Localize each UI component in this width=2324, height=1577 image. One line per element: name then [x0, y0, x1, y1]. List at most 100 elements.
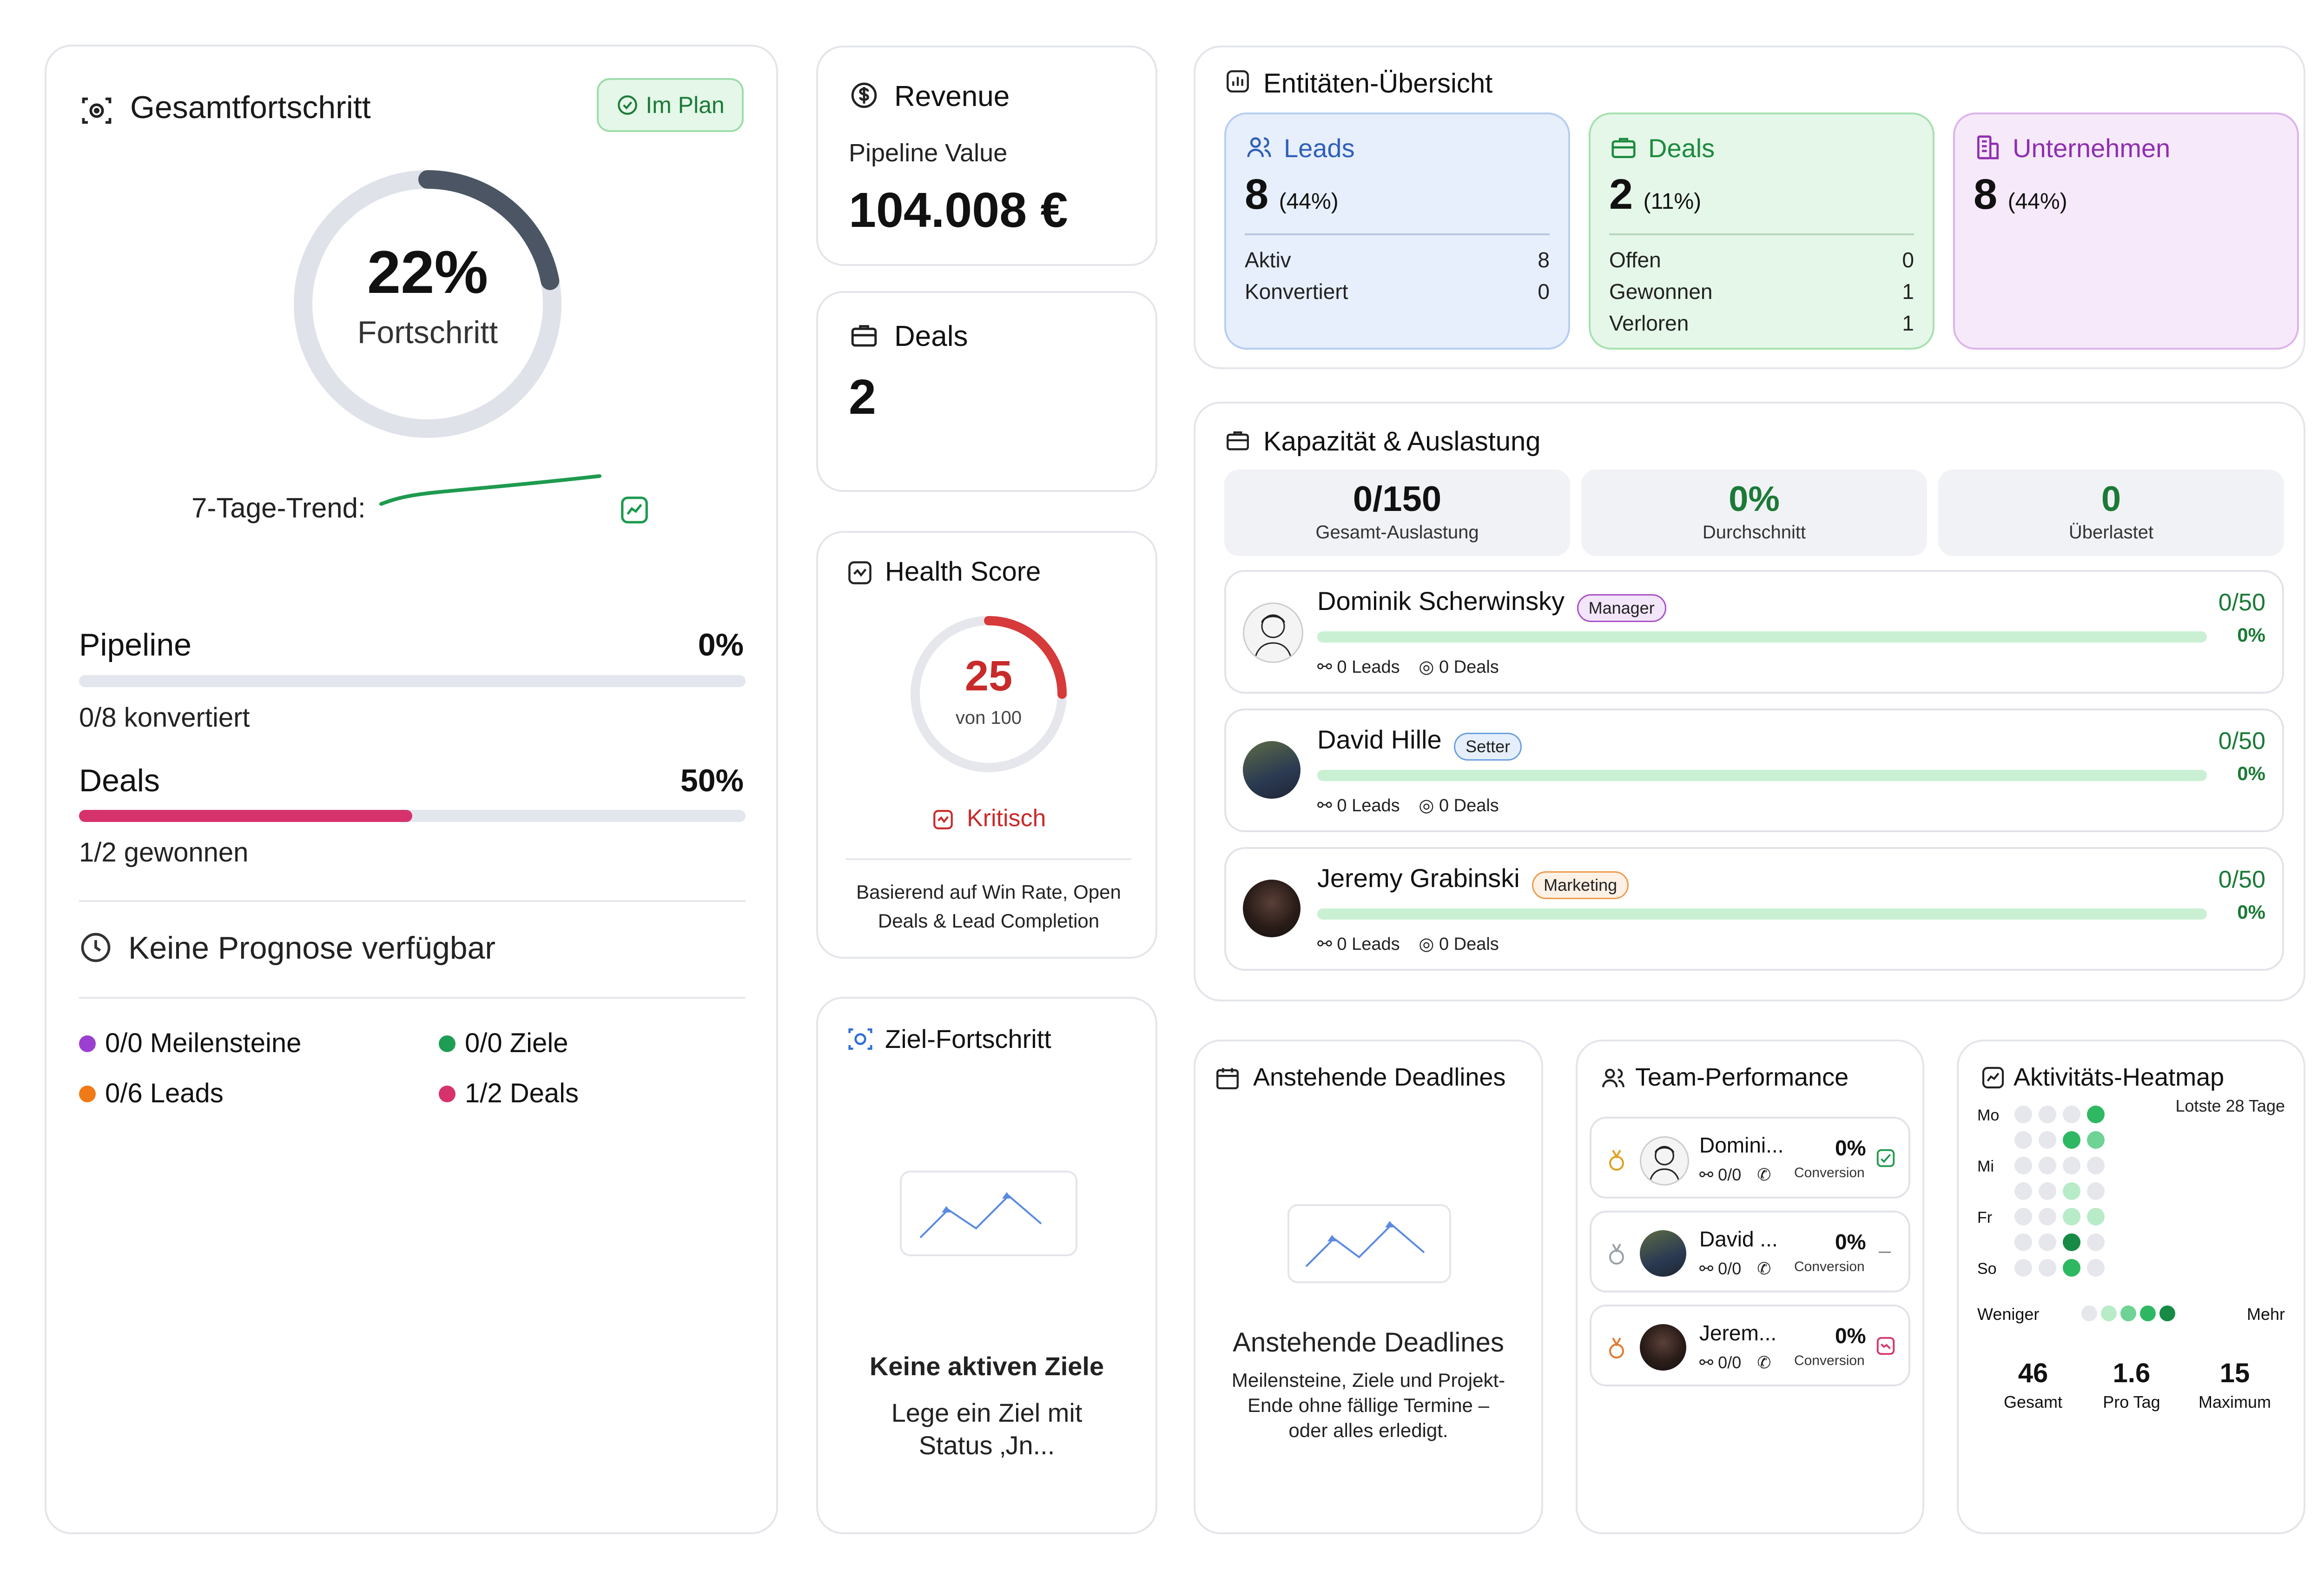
- member-stats: ⚯ 0 Leads ◎ 0 Deals: [1317, 796, 1499, 815]
- revenue-label: Pipeline Value: [849, 139, 1008, 167]
- team-member-pct: 0%: [1835, 1230, 1866, 1254]
- heatmap-cell[interactable]: [2087, 1157, 2105, 1174]
- avatar: [1243, 741, 1301, 799]
- revenue-title: Revenue: [894, 80, 1010, 113]
- activity-icon: [1982, 1067, 2004, 1089]
- heatmap-cell[interactable]: [2014, 1131, 2032, 1149]
- heatmap-cell[interactable]: [2039, 1208, 2056, 1226]
- capacity-member[interactable]: David Hille Setter 0/50 0% ⚯ 0 Leads ◎ 0…: [1224, 709, 2284, 832]
- heatmap-cell[interactable]: [2087, 1208, 2105, 1226]
- deals-card-value: 2: [849, 370, 876, 424]
- kpi-label: Überlastet: [2068, 522, 2154, 543]
- progress-subtitle: Fortschritt: [357, 315, 498, 350]
- heatmap-cell[interactable]: [2039, 1182, 2056, 1200]
- entity-companies[interactable]: Unternehmen 8 (44%): [1953, 113, 2299, 350]
- heatmap-cell[interactable]: [2039, 1157, 2056, 1174]
- trend-up-icon: [1876, 1149, 1895, 1167]
- divider: [846, 858, 1131, 860]
- trend-up-icon[interactable]: [618, 494, 651, 526]
- alert-icon: [933, 810, 953, 830]
- heatmap-cell[interactable]: [2063, 1157, 2080, 1174]
- capacity-member[interactable]: Jeremy Grabinski Marketing 0/50 0% ⚯ 0 L…: [1224, 847, 2284, 971]
- avatar: [1640, 1136, 1689, 1186]
- forecast-text: Keine Prognose verfügbar: [128, 930, 496, 966]
- goals-empty-illustration: [900, 1171, 1077, 1256]
- capacity-member[interactable]: Dominik Scherwinsky Manager 0/50 0% ⚯ 0 …: [1224, 570, 2284, 694]
- heatmap-cell[interactable]: [2014, 1259, 2032, 1277]
- target-icon: ◎: [1419, 796, 1434, 815]
- heatmap-cell[interactable]: [2014, 1106, 2032, 1123]
- team-member[interactable]: David ... ⚯ 0/0 ✆ 0% Conversion: [1590, 1211, 1910, 1292]
- divider: [79, 997, 746, 999]
- team-member-ratio: ⚯ 0/0 ✆: [1699, 1165, 1771, 1184]
- heatmap-cell[interactable]: [2087, 1131, 2105, 1149]
- member-name: Dominik Scherwinsky: [1317, 586, 1565, 616]
- status-badge-label: Im Plan: [646, 92, 725, 118]
- health-title: Health Score: [885, 557, 1041, 587]
- trend-label: 7-Tage-Trend:: [191, 492, 366, 523]
- team-member-conv: Conversion: [1794, 1259, 1865, 1274]
- progress-title: Gesamtfortschritt: [130, 90, 371, 125]
- avatar: [1640, 1230, 1686, 1277]
- heatmap-cell[interactable]: [2039, 1233, 2056, 1251]
- kpi-total: 0/150 Gesamt-Auslastung: [1224, 470, 1570, 556]
- heatmap-day: Mi: [1977, 1158, 1994, 1175]
- health-status: Kritisch: [906, 804, 1071, 832]
- entity-share: (44%): [2007, 189, 2067, 214]
- heatmap-cell[interactable]: [2063, 1233, 2080, 1251]
- goals-title: Ziel-Fortschritt: [885, 1024, 1051, 1054]
- revenue-value: 104.008 €: [849, 183, 1068, 238]
- heatmap-cell[interactable]: [2014, 1208, 2032, 1226]
- entity-leads[interactable]: Leads 8 (44%) Aktiv 8 Konvertiert 0: [1224, 113, 1570, 350]
- heatmap-cell[interactable]: [2039, 1259, 2056, 1277]
- entity-row: Verloren 1: [1609, 311, 1914, 335]
- heatmap-day: Mo: [1977, 1107, 2000, 1124]
- deadlines-empty-title: Anstehende Deadlines: [1233, 1327, 1504, 1358]
- heatmap-cell[interactable]: [2039, 1106, 2056, 1123]
- divider: [1245, 233, 1550, 235]
- goals-empty-text: Lege ein Ziel mit Status ‚Jn...: [891, 1398, 1083, 1460]
- entities-title: Entitäten-Übersicht: [1263, 68, 1493, 99]
- kpi-value: 0%: [1729, 479, 1780, 519]
- health-note: Basierend auf Win Rate, Open Deals & Lea…: [856, 881, 1121, 932]
- team-member[interactable]: Jerem... ⚯ 0/0 ✆ 0% Conversion: [1590, 1305, 1910, 1386]
- trend-sparkline: [379, 474, 601, 506]
- entity-count: 8 (44%): [1974, 170, 2067, 219]
- entity-share: (11%): [1643, 189, 1702, 214]
- deals-label: Deals: [79, 763, 160, 798]
- entity-deals[interactable]: Deals 2 (11%) Offen 0 Gewonnen 1 Verloren 1: [1589, 113, 1934, 350]
- heatmap-cell[interactable]: [2063, 1182, 2080, 1200]
- check-circle-icon: [618, 95, 638, 115]
- avatar: [1243, 880, 1301, 937]
- heatmap-card: Aktivitäts-Heatmap Lotste 28 Tage Mo Mi …: [1957, 1040, 2305, 1534]
- legend-item: 1/2 Deals: [439, 1078, 579, 1109]
- goals-card: Ziel-Fortschritt Keine aktiven Ziele Leg…: [816, 997, 1157, 1534]
- goals-empty-title: Keine aktiven Ziele: [869, 1352, 1104, 1381]
- team-member[interactable]: Domini... ⚯ 0/0 ✆ 0% Conversion: [1590, 1117, 1910, 1199]
- entity-row: Aktiv 8: [1245, 248, 1550, 272]
- heatmap-range: Lotste 28 Tage: [2175, 1096, 2285, 1115]
- deals-pct: 50%: [680, 763, 744, 798]
- heatmap-cell[interactable]: [2014, 1233, 2032, 1251]
- heatmap-cell[interactable]: [2014, 1182, 2032, 1200]
- heatmap-cell[interactable]: [2087, 1233, 2105, 1251]
- heatmap-cell[interactable]: [2063, 1106, 2080, 1123]
- heatmap-cell[interactable]: [2063, 1259, 2080, 1277]
- scale-swatch: [2120, 1305, 2136, 1321]
- target-icon: ◎: [1419, 934, 1434, 954]
- heatmap-cell[interactable]: [2014, 1157, 2032, 1174]
- team-card: Team-Performance: [1576, 1040, 1924, 1534]
- heatmap-cell[interactable]: [2039, 1131, 2056, 1149]
- role-badge: Marketing: [1532, 871, 1629, 899]
- kpi-value: 0/150: [1353, 479, 1442, 519]
- heatmap-scale: [2081, 1305, 2175, 1324]
- team-member-name: Domini...: [1699, 1133, 1784, 1157]
- heatmap-cell[interactable]: [2087, 1182, 2105, 1200]
- heatmap-cell[interactable]: [2087, 1106, 2105, 1123]
- heatmap-cell[interactable]: [2087, 1259, 2105, 1277]
- heatmap-cell[interactable]: [2063, 1131, 2080, 1149]
- entity-count-value: 8: [1974, 171, 1998, 218]
- entities-card: Entitäten-Übersicht Leads 8 (44%) Aktiv 8…: [1194, 46, 2305, 369]
- heatmap-cell[interactable]: [2063, 1208, 2080, 1226]
- heatmap-more: Mehr: [2246, 1305, 2285, 1324]
